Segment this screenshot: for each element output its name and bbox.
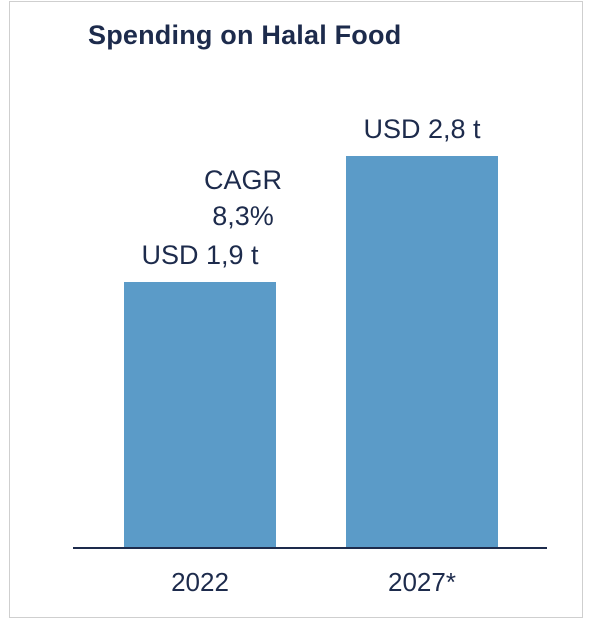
- category-label-2022: 2022: [171, 567, 229, 597]
- chart-title: Spending on Halal Food: [88, 20, 402, 50]
- cagr-label: CAGR: [203, 165, 282, 195]
- bars-group: [124, 156, 498, 548]
- value-label-2027: USD 2,8 t: [363, 114, 481, 144]
- cagr-annotation: CAGR 8,3%: [188, 162, 298, 234]
- bar-2027: [346, 156, 498, 548]
- category-label-2027: 2027*: [388, 567, 456, 597]
- cagr-value: 8,3%: [212, 201, 274, 231]
- bar-2022: [124, 282, 276, 548]
- value-label-2022: USD 1,9 t: [141, 240, 259, 270]
- labels-group: USD 1,9 t 2022 USD 2,8 t 2027*: [141, 114, 481, 597]
